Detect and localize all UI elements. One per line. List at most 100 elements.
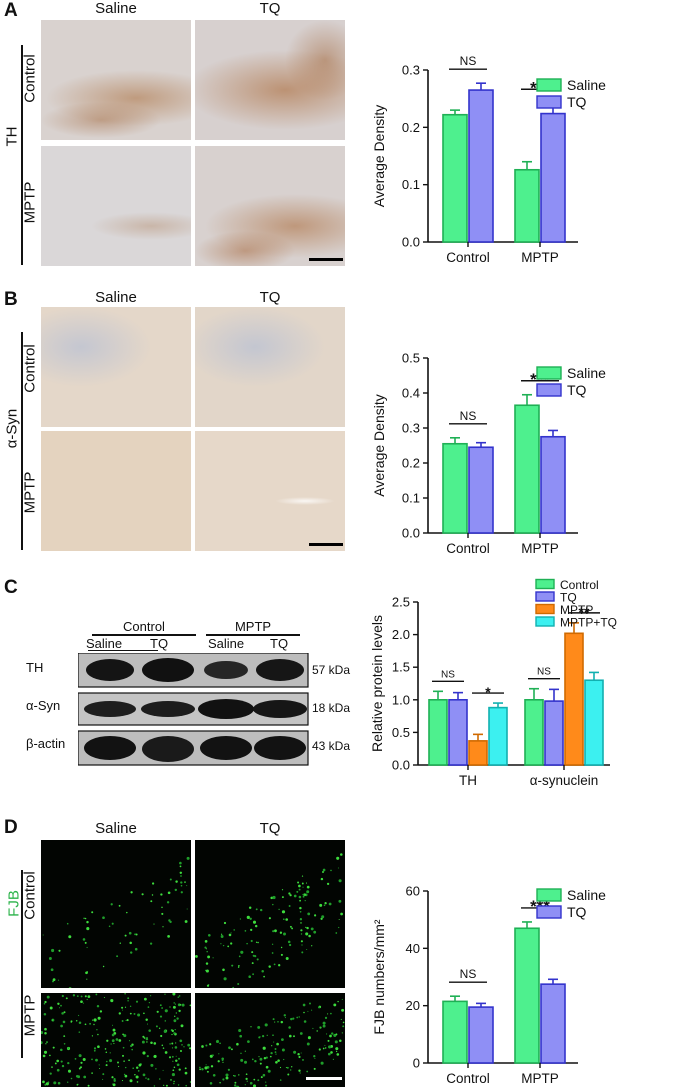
- fluorescent-dot: [234, 1081, 237, 1084]
- fluorescent-dot: [61, 1064, 65, 1068]
- fluorescent-dot: [131, 1048, 133, 1051]
- fluorescent-dot: [252, 973, 254, 976]
- fluorescent-dot: [217, 1060, 220, 1063]
- fluorescent-dot: [179, 1003, 182, 1006]
- row-title-mptp: MPTP: [21, 994, 39, 1037]
- fluorescent-dot: [134, 933, 137, 936]
- fluorescent-dot: [251, 962, 254, 965]
- fluorescent-dot: [301, 875, 304, 877]
- fluorescent-dot: [306, 1042, 310, 1046]
- fluorescent-dot: [252, 954, 255, 957]
- fluorescent-dot: [283, 1014, 286, 1017]
- fluorescent-dot: [57, 1081, 61, 1085]
- fluorescent-dot: [270, 1051, 273, 1055]
- fluorescent-dot: [301, 882, 304, 885]
- fluorescent-dot: [245, 1073, 248, 1076]
- fluorescent-dot: [329, 1034, 332, 1038]
- fluorescent-dot: [126, 911, 128, 914]
- fluorescent-dot: [320, 877, 324, 881]
- fluorescent-dot: [56, 1059, 60, 1063]
- panel-label-b: B: [4, 289, 18, 310]
- fluorescent-dot: [283, 932, 286, 936]
- fluorescent-dot: [288, 943, 292, 947]
- fluorescent-dot: [179, 1039, 183, 1043]
- fluorescent-dot: [134, 947, 138, 951]
- fluorescent-dot: [173, 1032, 176, 1035]
- fluorescent-dot: [252, 1084, 257, 1087]
- legend-swatch: [536, 383, 562, 397]
- fluorescent-dot: [204, 940, 208, 943]
- bar: [514, 927, 540, 1064]
- blot-group-title: Control: [123, 619, 165, 634]
- y-tick-label: 2.5: [392, 595, 410, 610]
- legend-label: Saline: [567, 77, 606, 93]
- fluorescent-dot: [151, 882, 155, 885]
- fluorescent-dot: [52, 978, 56, 981]
- y-axis-label: Average Density: [371, 394, 387, 496]
- fluorescent-dot: [207, 933, 211, 937]
- fluorescent-dot: [299, 1032, 303, 1035]
- fluorescent-dot: [122, 1033, 124, 1036]
- fluorescent-dot: [109, 1052, 111, 1054]
- fluorescent-dot: [67, 1081, 69, 1083]
- blot-protein-label: α-Syn: [26, 698, 61, 713]
- fluorescent-dot: [45, 1043, 47, 1045]
- y-tick-label: 0.1: [402, 491, 420, 506]
- fluorescent-dot: [205, 969, 209, 973]
- fluorescent-dot: [261, 969, 264, 973]
- fluorescent-dot: [281, 1038, 284, 1041]
- fluorescent-dot: [172, 1082, 175, 1085]
- fluorescent-dot: [86, 946, 88, 949]
- fluorescent-dot: [86, 978, 88, 980]
- fluorescent-dot: [181, 1003, 185, 1007]
- fluorescent-dot: [51, 1019, 53, 1021]
- legend-label: TQ: [567, 94, 587, 110]
- fluorescent-dot: [163, 1029, 167, 1034]
- fluorescent-dot: [252, 920, 257, 924]
- fluorescent-dot: [178, 1009, 181, 1013]
- y-tick-label: 1.5: [392, 660, 410, 675]
- ihc-image: [41, 431, 191, 551]
- fluorescent-dot: [99, 1067, 101, 1070]
- fluorescent-dot: [273, 963, 276, 966]
- fluorescent-dot: [280, 946, 283, 949]
- fluorescent-dot: [173, 1080, 175, 1083]
- fluorescent-dot: [302, 886, 304, 888]
- fluorescent-dot: [302, 895, 305, 898]
- fluorescent-dot: [177, 1003, 181, 1007]
- fluorescent-dot: [299, 918, 303, 921]
- fluorescent-dot: [273, 1041, 275, 1043]
- x-tick-label: Control: [446, 250, 490, 265]
- fluorescent-dot: [236, 1042, 239, 1046]
- fluorescent-dot: [62, 1020, 66, 1024]
- fluorescent-dot: [341, 1008, 345, 1012]
- blot-lane-title: TQ: [270, 636, 289, 651]
- fluorescent-dot: [184, 920, 188, 923]
- fluorescent-dot: [266, 1034, 268, 1036]
- y-tick-label: 0.1: [402, 177, 420, 192]
- blot-band: [142, 736, 194, 762]
- fluorescent-dot: [338, 879, 342, 883]
- fluorescent-dot: [78, 1067, 81, 1070]
- fluorescent-dot: [201, 1068, 203, 1070]
- legend-swatch: [536, 78, 562, 92]
- fluorescent-dot: [277, 1020, 279, 1023]
- fluorescent-dot: [248, 975, 251, 978]
- col-title-tq: TQ: [259, 289, 281, 306]
- fluorescent-dot: [280, 953, 283, 956]
- fluorescent-dot: [322, 1024, 326, 1028]
- bar: [524, 699, 544, 766]
- fluorescent-dot: [143, 1037, 146, 1039]
- fluorescent-dot: [314, 914, 317, 917]
- fluorescent-dot: [240, 950, 244, 954]
- fluorescent-dot: [111, 922, 114, 925]
- fluorescent-dot: [124, 993, 126, 995]
- fluorescent-dot: [281, 1048, 285, 1052]
- y-tick-label: 60: [406, 884, 420, 899]
- significance-label: NS: [441, 669, 455, 680]
- fluorescent-dot: [91, 1035, 94, 1037]
- group-label: FJB: [5, 890, 23, 917]
- legend-label: Saline: [567, 887, 606, 903]
- fluorescent-dot: [260, 908, 263, 912]
- fluorescent-dot: [341, 1032, 343, 1034]
